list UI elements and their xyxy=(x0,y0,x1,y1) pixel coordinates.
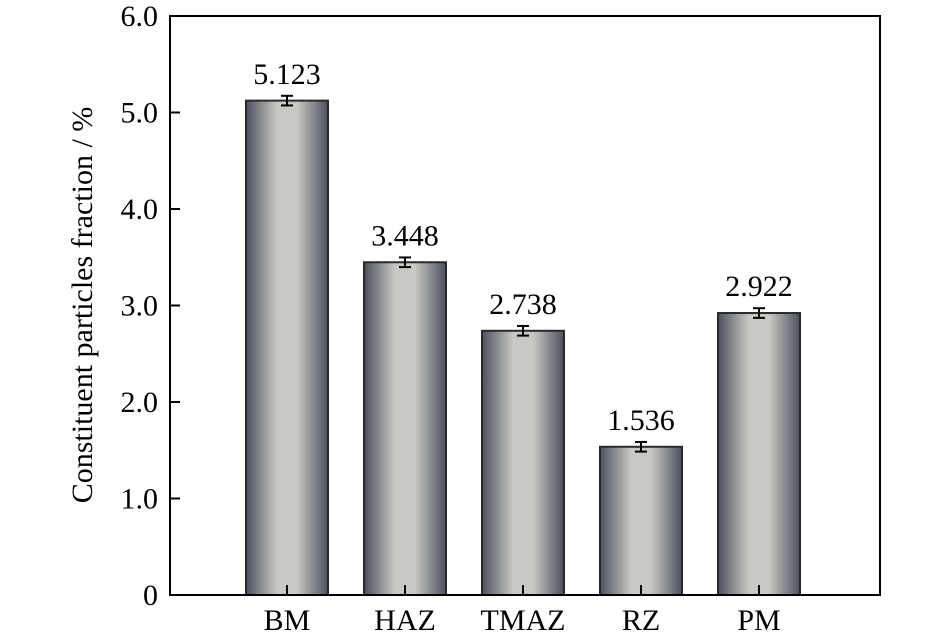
x-tick-label: TMAZ xyxy=(481,604,566,637)
y-tick-label: 5.0 xyxy=(121,97,159,130)
bar-pm xyxy=(717,312,801,596)
y-tick-label: 1.0 xyxy=(121,483,159,516)
value-label-haz: 3.448 xyxy=(371,219,439,252)
x-tick-label: RZ xyxy=(622,604,660,637)
y-axis-title: Constituent particles fraction / % xyxy=(66,107,99,504)
value-label-tmaz: 2.738 xyxy=(489,288,557,321)
error-bar-haz xyxy=(399,256,411,269)
x-tick-label: BM xyxy=(264,604,311,637)
value-label-pm: 2.922 xyxy=(725,270,793,303)
y-tick-label: 3.0 xyxy=(121,290,159,323)
plot-frame xyxy=(169,15,881,596)
bar-tmaz xyxy=(481,329,565,596)
y-tick-label: 4.0 xyxy=(121,193,159,226)
bar-bm xyxy=(245,99,329,597)
value-label-rz: 1.536 xyxy=(607,404,675,437)
value-label-bm: 5.123 xyxy=(253,58,321,91)
bar-rz xyxy=(599,445,683,596)
bars-layer xyxy=(245,99,801,597)
bar-haz xyxy=(363,261,447,596)
y-tick-label: 0 xyxy=(143,579,158,612)
y-axis: 0 1.0 2.0 3.0 4.0 5.0 6.0 xyxy=(121,0,180,612)
error-bar-rz xyxy=(635,440,647,453)
y-tick-label: 2.0 xyxy=(121,386,159,419)
value-labels-layer: 5.123 3.448 2.738 1.536 2.922 xyxy=(253,58,793,437)
x-tick-label: HAZ xyxy=(374,604,436,637)
x-axis: BM HAZ TMAZ RZ PM xyxy=(264,585,781,637)
y-axis-title-group: Constituent particles fraction / % xyxy=(66,107,99,504)
error-bar-bm xyxy=(281,94,293,107)
x-tick-label: PM xyxy=(737,604,780,637)
error-bar-pm xyxy=(753,307,765,319)
error-bar-tmaz xyxy=(517,324,529,337)
y-tick-label: 6.0 xyxy=(121,0,159,33)
error-bars-layer xyxy=(281,94,765,453)
